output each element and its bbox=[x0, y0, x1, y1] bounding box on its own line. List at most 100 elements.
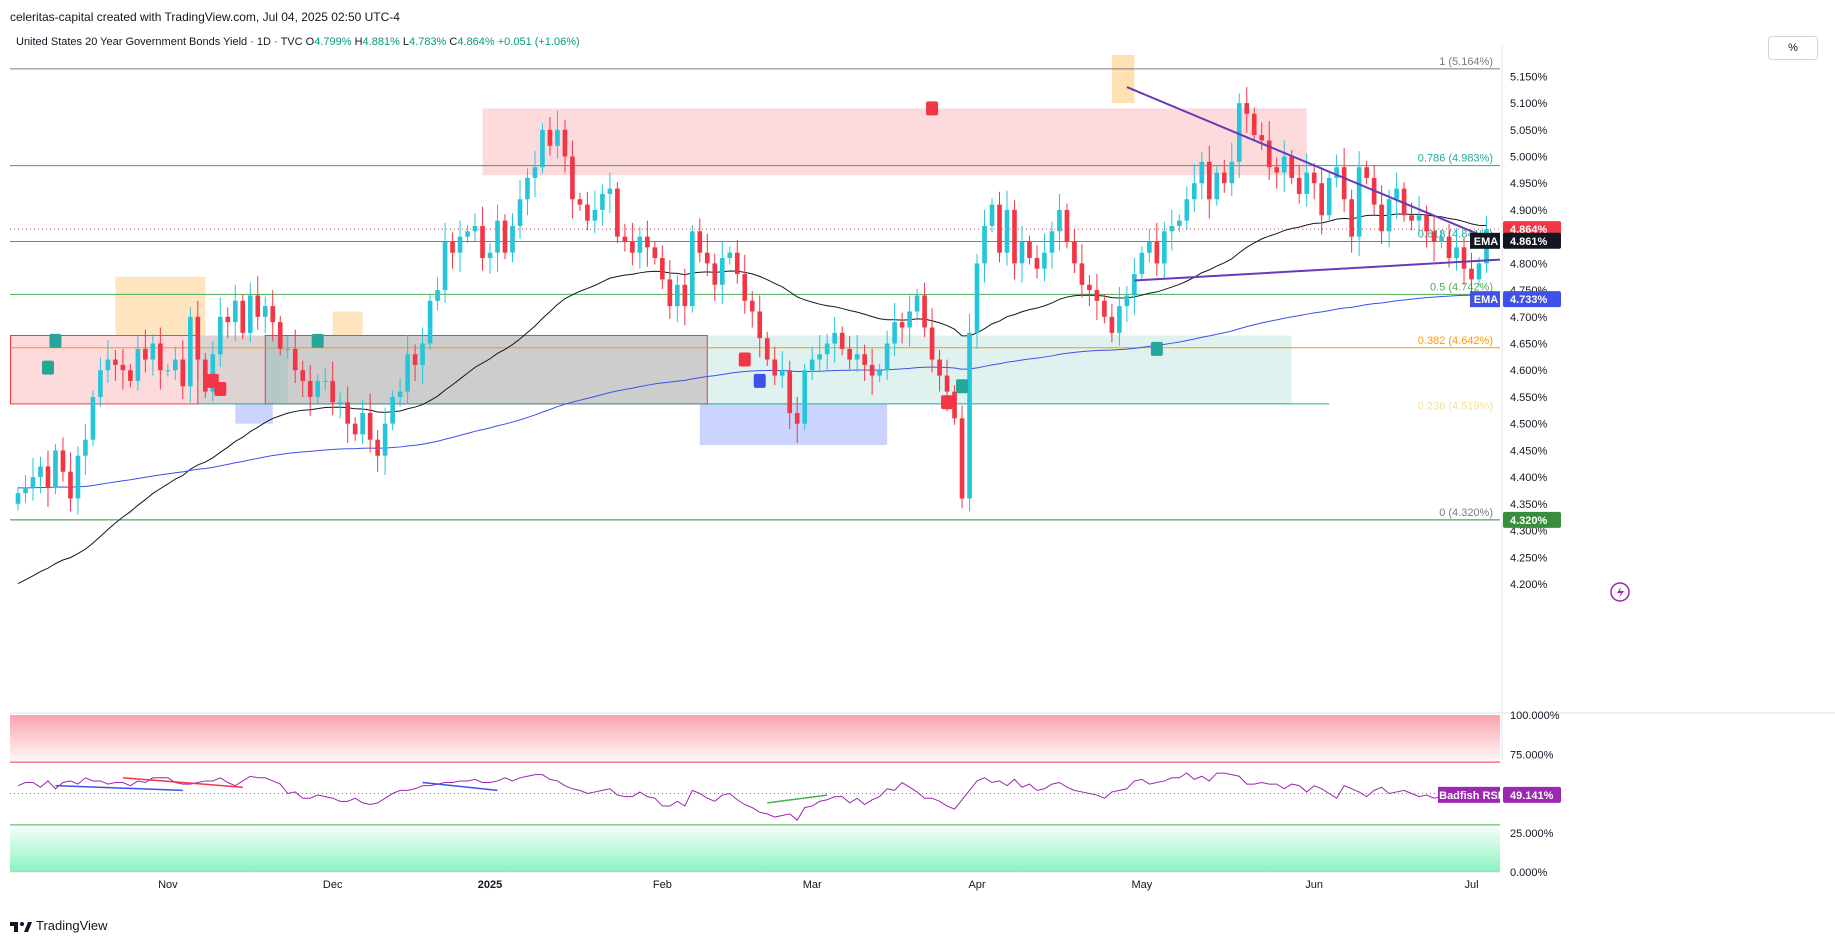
candle[interactable] bbox=[1147, 229, 1152, 263]
candle[interactable] bbox=[1251, 107, 1257, 142]
candle[interactable] bbox=[532, 151, 538, 198]
candle[interactable] bbox=[974, 253, 980, 349]
candle[interactable] bbox=[1311, 162, 1317, 200]
candle[interactable] bbox=[892, 302, 897, 357]
candle[interactable] bbox=[847, 336, 852, 370]
candle[interactable] bbox=[420, 327, 425, 385]
candle[interactable] bbox=[1296, 165, 1302, 204]
candle[interactable] bbox=[487, 243, 493, 275]
candle[interactable] bbox=[907, 295, 912, 347]
candle[interactable] bbox=[472, 213, 478, 241]
candle[interactable] bbox=[1326, 171, 1332, 222]
candle[interactable] bbox=[839, 326, 845, 356]
candle[interactable] bbox=[1236, 93, 1242, 178]
candle[interactable] bbox=[667, 260, 673, 319]
candle[interactable] bbox=[412, 344, 418, 381]
candle[interactable] bbox=[23, 474, 28, 503]
candle[interactable] bbox=[83, 423, 88, 475]
candle[interactable] bbox=[1221, 159, 1227, 193]
candle[interactable] bbox=[1416, 196, 1422, 234]
candle[interactable] bbox=[165, 363, 171, 377]
candle[interactable] bbox=[899, 312, 905, 344]
candle[interactable] bbox=[1184, 186, 1190, 231]
candle[interactable] bbox=[1004, 190, 1010, 266]
candle[interactable] bbox=[247, 282, 253, 343]
candle[interactable] bbox=[1154, 222, 1160, 277]
candle[interactable] bbox=[1019, 225, 1025, 283]
candle[interactable] bbox=[60, 437, 66, 482]
candle[interactable] bbox=[869, 348, 875, 395]
candle[interactable] bbox=[967, 313, 972, 512]
candle[interactable] bbox=[757, 295, 763, 358]
candle[interactable] bbox=[1394, 172, 1399, 219]
candle[interactable] bbox=[352, 417, 358, 441]
candle[interactable] bbox=[75, 446, 81, 515]
footer-brand[interactable]: TradingView bbox=[10, 918, 108, 933]
candle[interactable] bbox=[914, 289, 920, 318]
candle[interactable] bbox=[1319, 167, 1324, 235]
candle[interactable] bbox=[1379, 185, 1384, 245]
candle[interactable] bbox=[600, 184, 605, 226]
candle[interactable] bbox=[652, 240, 658, 265]
candle[interactable] bbox=[225, 307, 231, 339]
candle[interactable] bbox=[570, 140, 575, 219]
candle[interactable] bbox=[285, 336, 291, 359]
candle[interactable] bbox=[480, 206, 485, 271]
candle[interactable] bbox=[382, 407, 388, 475]
candle[interactable] bbox=[158, 327, 163, 390]
candle[interactable] bbox=[442, 222, 448, 303]
candle[interactable] bbox=[292, 329, 298, 384]
candle[interactable] bbox=[1049, 221, 1055, 269]
candle[interactable] bbox=[615, 182, 620, 244]
candle[interactable] bbox=[959, 405, 965, 509]
candle[interactable] bbox=[1117, 286, 1122, 346]
candle[interactable] bbox=[645, 220, 650, 267]
candle[interactable] bbox=[809, 346, 815, 380]
candle[interactable] bbox=[465, 224, 470, 244]
candle[interactable] bbox=[1439, 230, 1444, 249]
candle[interactable] bbox=[188, 307, 193, 403]
candle[interactable] bbox=[779, 351, 785, 389]
candle[interactable] bbox=[660, 245, 665, 290]
candle[interactable] bbox=[884, 330, 890, 380]
candle[interactable] bbox=[1334, 154, 1339, 188]
candle[interactable] bbox=[173, 346, 178, 380]
candle[interactable] bbox=[764, 331, 770, 366]
candle[interactable] bbox=[577, 192, 583, 212]
candle[interactable] bbox=[1386, 189, 1392, 248]
candle[interactable] bbox=[38, 456, 43, 494]
candle[interactable] bbox=[15, 486, 21, 511]
candle[interactable] bbox=[794, 396, 800, 443]
candle[interactable] bbox=[30, 457, 36, 501]
candle[interactable] bbox=[90, 390, 96, 447]
candle[interactable] bbox=[330, 361, 336, 416]
candle[interactable] bbox=[113, 349, 118, 381]
candle[interactable] bbox=[105, 340, 111, 384]
percent-scale-button[interactable]: % bbox=[1768, 36, 1818, 60]
candle[interactable] bbox=[322, 368, 328, 391]
candle[interactable] bbox=[989, 198, 995, 233]
candle[interactable] bbox=[53, 443, 58, 495]
candle[interactable] bbox=[877, 363, 882, 382]
candle[interactable] bbox=[510, 213, 515, 263]
candle[interactable] bbox=[1169, 209, 1175, 251]
candle[interactable] bbox=[585, 191, 590, 231]
candle[interactable] bbox=[277, 315, 283, 356]
candle[interactable] bbox=[997, 191, 1002, 263]
candle[interactable] bbox=[622, 223, 628, 252]
candle[interactable] bbox=[862, 344, 867, 381]
candle[interactable] bbox=[854, 334, 860, 373]
candle[interactable] bbox=[832, 316, 837, 363]
candle[interactable] bbox=[929, 308, 935, 373]
candle[interactable] bbox=[397, 378, 403, 407]
candle[interactable] bbox=[1274, 157, 1280, 189]
candle[interactable] bbox=[98, 357, 103, 407]
candle[interactable] bbox=[210, 341, 216, 402]
candle[interactable] bbox=[749, 291, 755, 328]
candle[interactable] bbox=[495, 204, 500, 272]
candle[interactable] bbox=[450, 232, 455, 269]
candle[interactable] bbox=[1454, 228, 1459, 271]
candle[interactable] bbox=[1191, 164, 1197, 213]
candle[interactable] bbox=[1266, 121, 1272, 181]
